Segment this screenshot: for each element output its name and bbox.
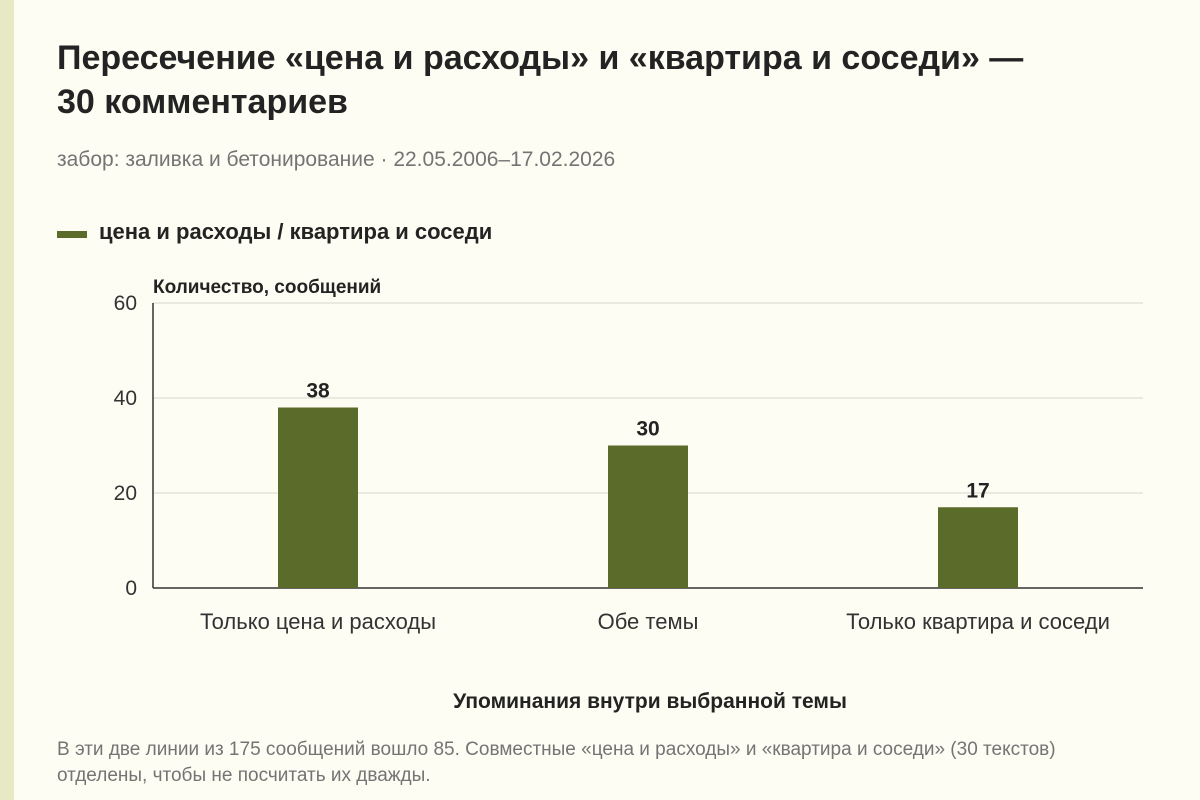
y-tick-label: 60 (114, 292, 137, 315)
bars (278, 407, 1018, 588)
data-label: 17 (966, 479, 989, 502)
x-axis-title: Упоминания внутри выбранной темы (453, 690, 847, 713)
footer-note: В эти две линии из 175 сообщений вошло 8… (57, 739, 1056, 786)
x-tick-label: Только квартира и соседи (846, 609, 1110, 634)
bar (608, 445, 688, 588)
legend-swatch (57, 230, 87, 238)
data-label: 38 (306, 380, 330, 403)
data-labels: 38 30 17 (306, 380, 989, 503)
legend-label: цена и расходы / квартира и соседи (99, 219, 493, 244)
chart-title: Пересечение «цена и расходы» и «квартира… (57, 39, 1024, 121)
y-tick-label: 20 (114, 482, 137, 505)
y-axis-title: Количество, сообщений (153, 277, 381, 298)
y-tick-label: 40 (114, 387, 137, 410)
data-label: 30 (636, 418, 659, 441)
chart-subtitle: забор: заливка и бетонирование · 22.05.2… (57, 148, 616, 171)
left-accent-strip (0, 0, 14, 800)
y-tick-label: 0 (125, 577, 137, 600)
bar (938, 507, 1018, 588)
bar (278, 407, 358, 588)
x-tick-label: Только цена и расходы (200, 609, 436, 634)
legend: цена и расходы / квартира и соседи (57, 218, 492, 246)
x-tick-label: Обе темы (598, 609, 699, 634)
